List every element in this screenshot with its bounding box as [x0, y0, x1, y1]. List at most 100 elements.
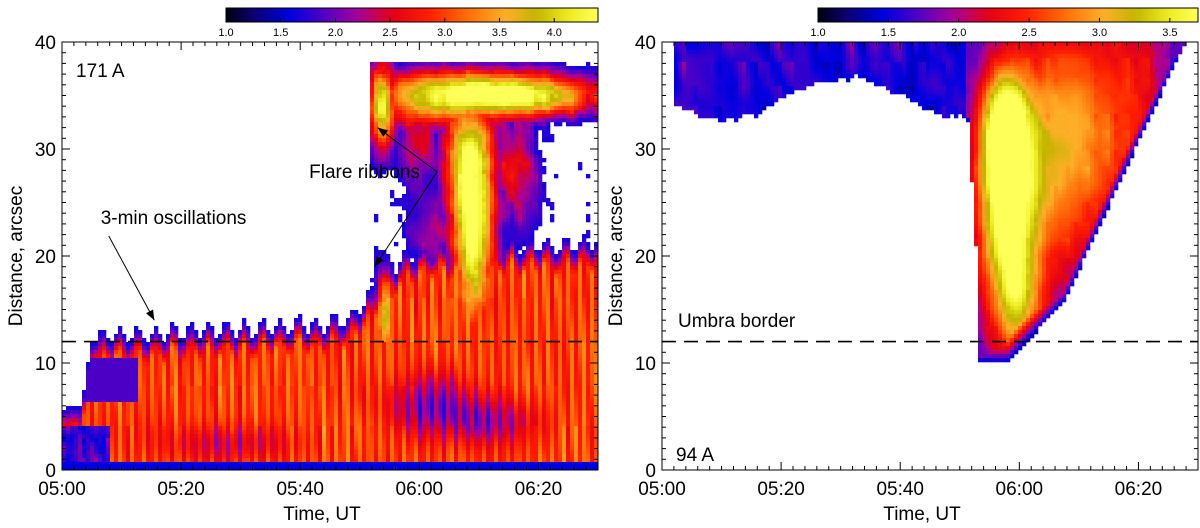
heatmap-cell — [438, 230, 443, 235]
heatmap-cell — [382, 426, 387, 431]
heatmap-cell — [214, 346, 219, 351]
heatmap-cell — [462, 406, 467, 411]
heatmap-cell — [266, 350, 271, 355]
heatmap-cell — [462, 386, 467, 391]
heatmap-cell — [398, 106, 403, 111]
heatmap-cell — [294, 454, 299, 459]
heatmap-cell — [254, 354, 259, 359]
heatmap-cell — [190, 466, 195, 470]
heatmap-cell — [390, 466, 395, 470]
heatmap-cell — [130, 442, 135, 447]
heatmap-cell — [294, 338, 299, 343]
heatmap-cell — [378, 262, 383, 267]
heatmap-cell — [70, 446, 75, 451]
heatmap-cell — [202, 342, 207, 347]
heatmap-cell — [362, 370, 367, 375]
heatmap-cell — [462, 162, 467, 167]
heatmap-cell — [162, 402, 167, 407]
heatmap-cell — [370, 82, 375, 87]
heatmap-cell — [242, 462, 247, 467]
heatmap-cell — [234, 458, 239, 463]
heatmap-cell — [410, 306, 415, 311]
heatmap-cell — [434, 334, 439, 339]
heatmap-cell — [106, 414, 111, 419]
heatmap-cell — [394, 106, 399, 111]
heatmap-cell — [110, 366, 115, 371]
heatmap-cell — [390, 114, 395, 119]
heatmap-cell — [398, 158, 403, 163]
heatmap-cell — [194, 330, 199, 335]
heatmap-cell — [102, 374, 107, 379]
heatmap-cell — [462, 342, 467, 347]
heatmap-cell — [298, 394, 303, 399]
heatmap-cell — [438, 78, 443, 83]
heatmap-cell — [322, 438, 327, 443]
heatmap-cell — [462, 358, 467, 363]
heatmap-cell — [166, 386, 171, 391]
heatmap-cell — [434, 462, 439, 467]
heatmap-cell — [386, 346, 391, 351]
heatmap-cell — [402, 194, 407, 199]
heatmap-cell — [234, 358, 239, 363]
heatmap-cell — [454, 210, 459, 215]
heatmap-cell — [418, 454, 423, 459]
heatmap-cell — [430, 194, 435, 199]
heatmap-cell — [258, 430, 263, 435]
heatmap-cell — [418, 274, 423, 279]
heatmap-cell — [322, 410, 327, 415]
heatmap-cell — [402, 62, 407, 67]
heatmap-cell — [438, 122, 443, 127]
heatmap-cell — [358, 390, 363, 395]
heatmap-cell — [138, 450, 143, 455]
heatmap-cell — [206, 458, 211, 463]
heatmap-cell — [310, 386, 315, 391]
heatmap-cell — [362, 450, 367, 455]
heatmap-cell — [186, 454, 191, 459]
heatmap-cell — [458, 454, 463, 459]
heatmap-cell — [218, 450, 223, 455]
heatmap-cell — [462, 310, 467, 315]
heatmap-cell — [138, 394, 143, 399]
heatmap-cell — [366, 290, 371, 295]
heatmap-cell — [422, 122, 427, 127]
heatmap-cell — [402, 82, 407, 87]
heatmap-cell — [94, 466, 99, 470]
heatmap-cell — [350, 418, 355, 423]
heatmap-cell — [114, 354, 119, 359]
heatmap-cell — [66, 422, 71, 427]
heatmap-cell — [218, 378, 223, 383]
heatmap-cell — [138, 446, 143, 451]
heatmap-cell — [462, 198, 467, 203]
heatmap-cell — [450, 194, 455, 199]
heatmap-cell — [210, 410, 215, 415]
heatmap-cell — [374, 246, 379, 251]
heatmap-cell — [90, 386, 95, 391]
heatmap-cell — [82, 426, 87, 431]
heatmap-cell — [390, 462, 395, 467]
heatmap-cell — [90, 430, 95, 435]
heatmap-cell — [362, 390, 367, 395]
heatmap-cell — [122, 334, 127, 339]
heatmap-cell — [126, 382, 131, 387]
heatmap-cell — [462, 146, 467, 151]
heatmap-cell — [454, 190, 459, 195]
heatmap-cell — [210, 338, 215, 343]
heatmap-cell — [130, 354, 135, 359]
heatmap-cell — [98, 370, 103, 375]
heatmap-cell — [182, 362, 187, 367]
heatmap-cell — [170, 438, 175, 443]
heatmap-cell — [178, 370, 183, 375]
heatmap-cell — [438, 206, 443, 211]
heatmap-cell — [454, 78, 459, 83]
heatmap-cell — [366, 358, 371, 363]
heatmap-cell — [418, 390, 423, 395]
heatmap-cell — [334, 346, 339, 351]
heatmap-cell — [406, 234, 411, 239]
heatmap-cell — [374, 82, 379, 87]
heatmap-cell — [298, 386, 303, 391]
heatmap-cell — [126, 358, 131, 363]
heatmap-cell — [246, 450, 251, 455]
heatmap-cell — [290, 450, 295, 455]
heatmap-cell — [458, 210, 463, 215]
heatmap-cell — [306, 406, 311, 411]
